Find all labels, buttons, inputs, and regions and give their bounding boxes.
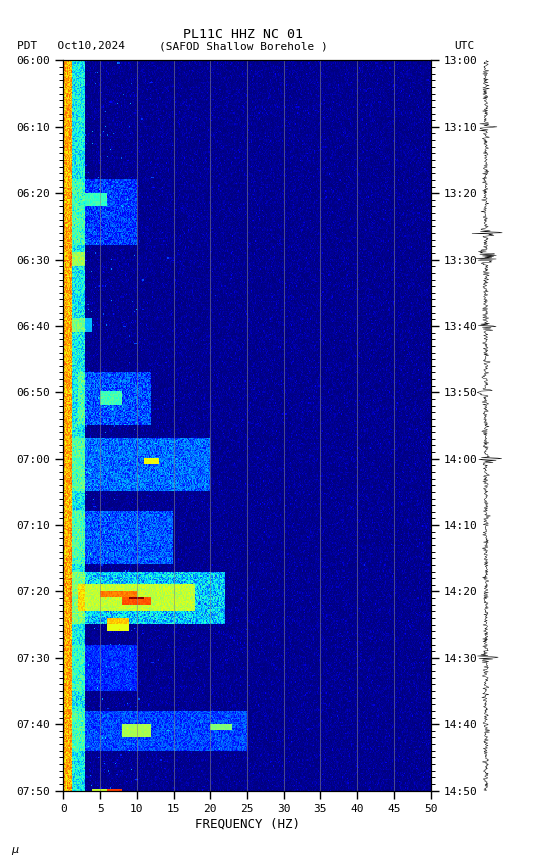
Text: UTC: UTC — [454, 41, 475, 52]
Text: (SAFOD Shallow Borehole ): (SAFOD Shallow Borehole ) — [158, 41, 327, 52]
Text: PDT   Oct10,2024: PDT Oct10,2024 — [17, 41, 125, 52]
Text: $\mu$: $\mu$ — [11, 845, 20, 857]
Text: PL11C HHZ NC 01: PL11C HHZ NC 01 — [183, 28, 303, 41]
X-axis label: FREQUENCY (HZ): FREQUENCY (HZ) — [194, 818, 300, 831]
